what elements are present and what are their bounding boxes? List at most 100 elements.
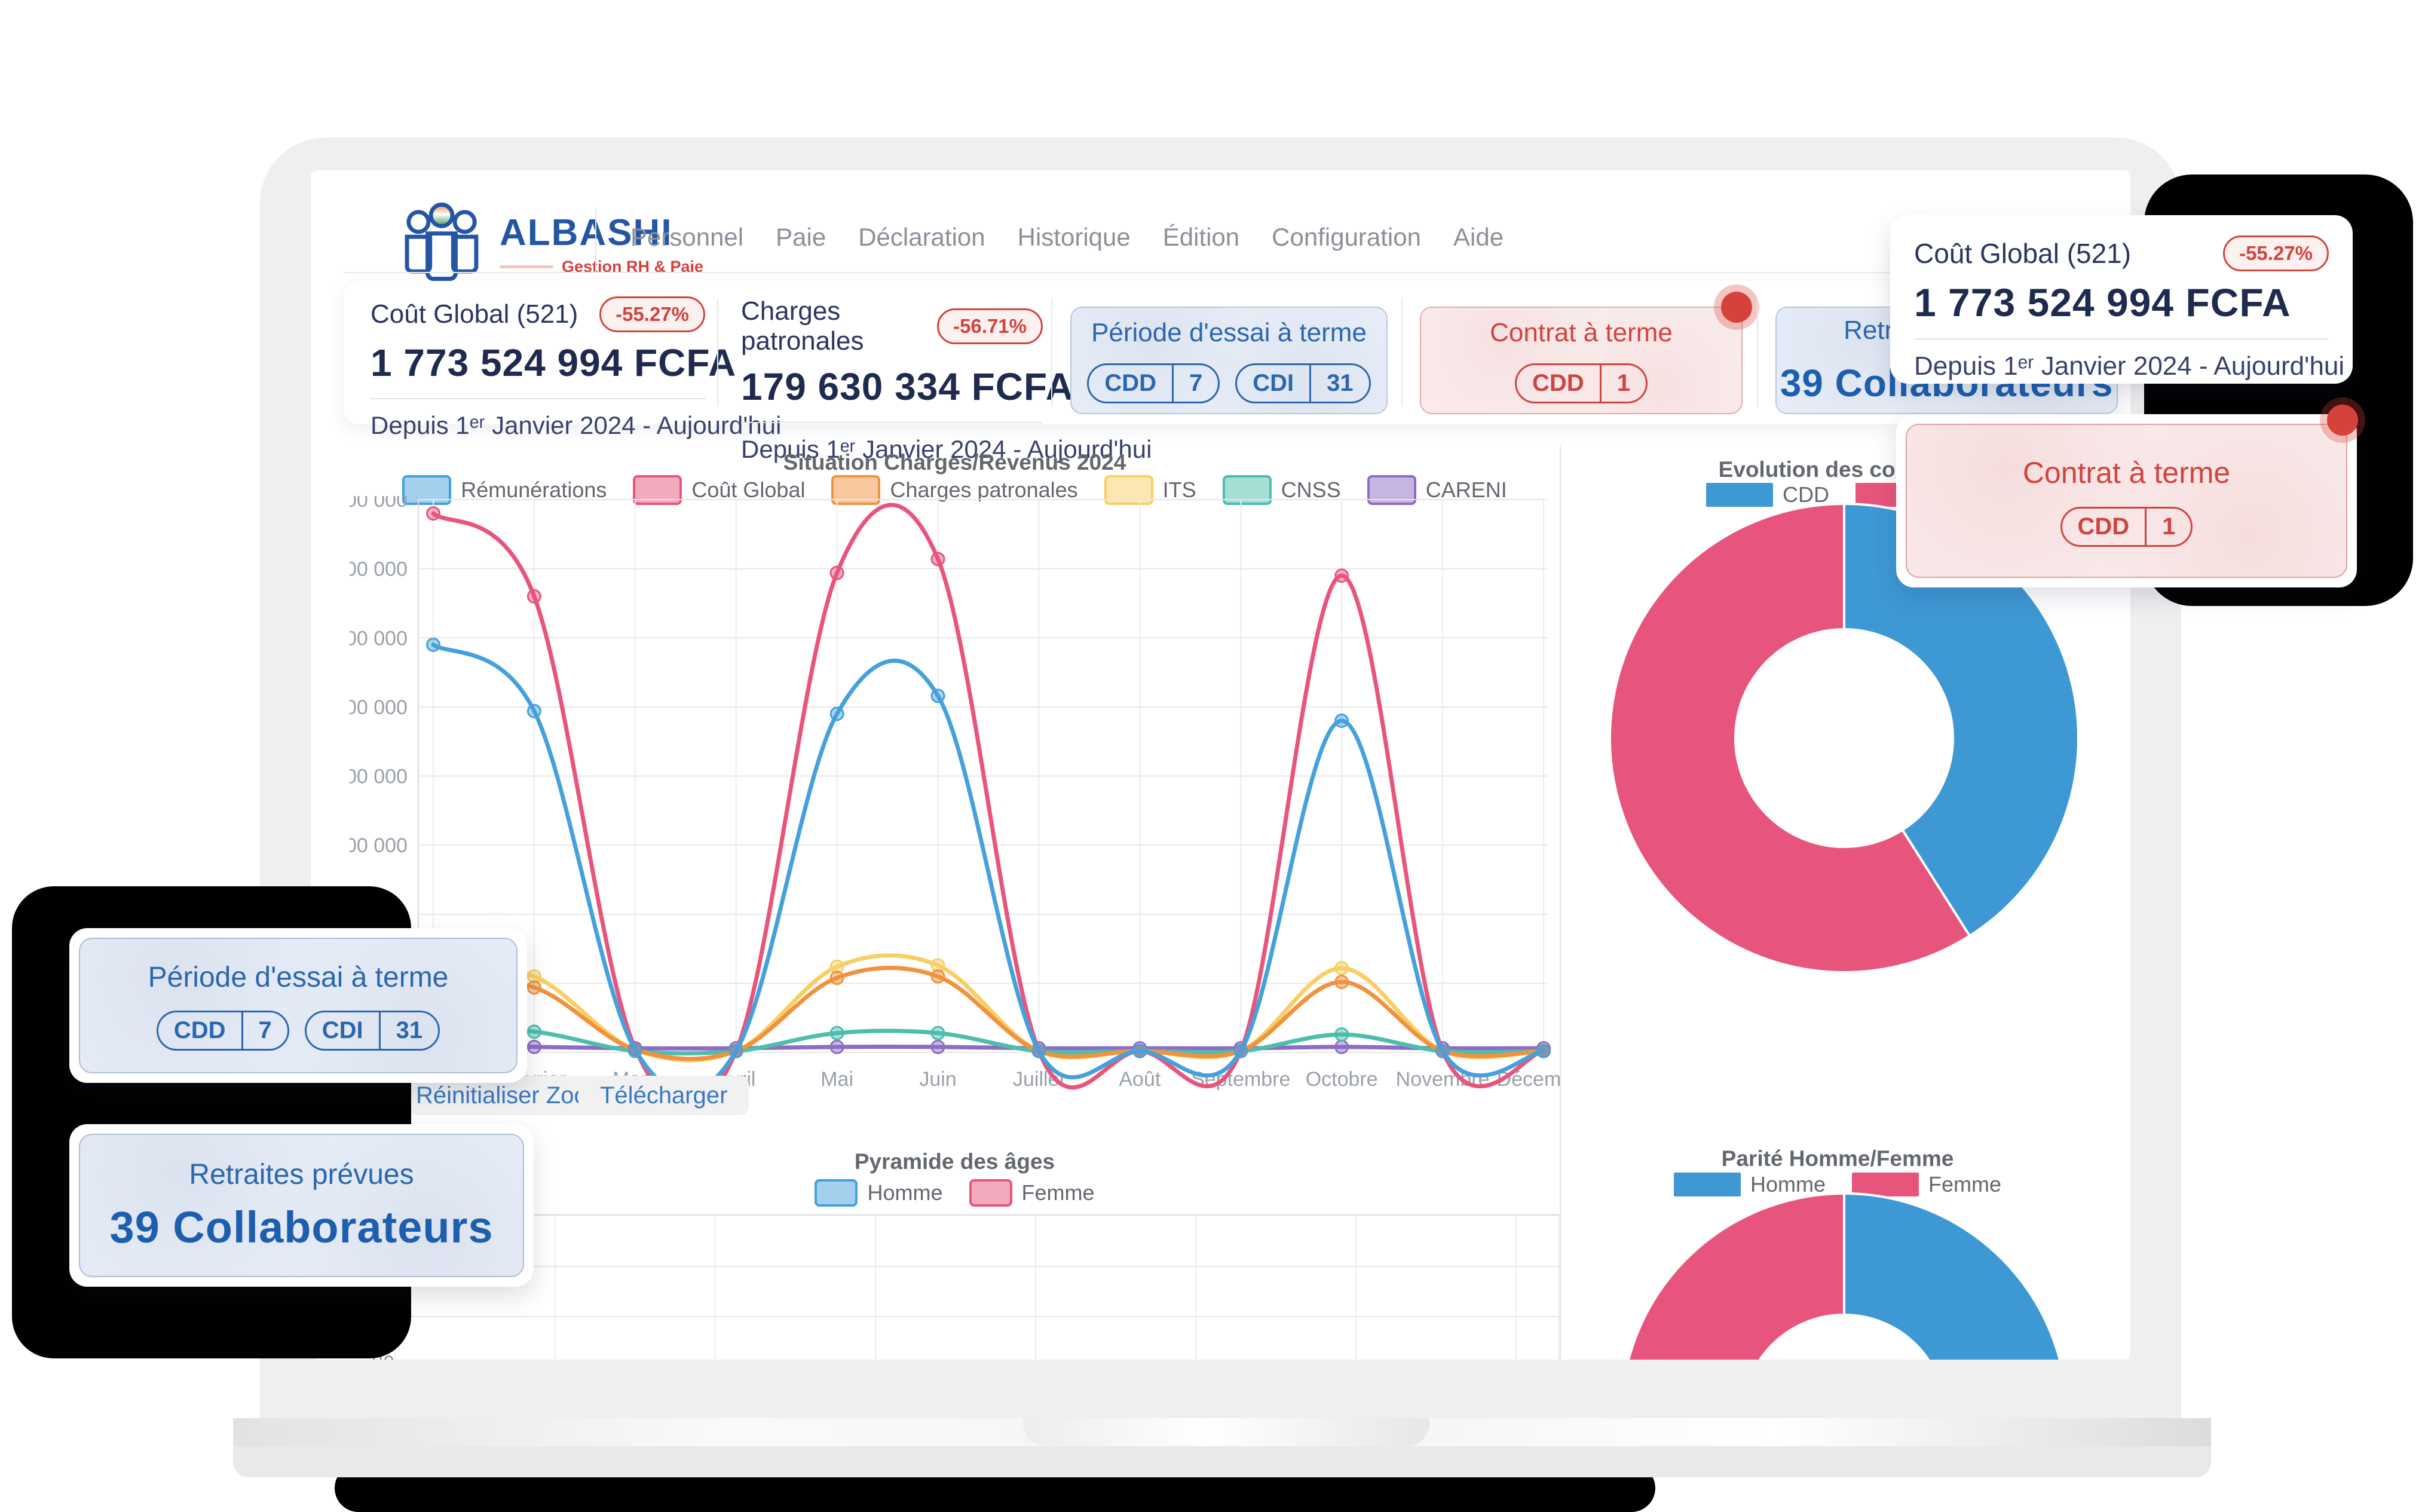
- parite-legend: Homme Femme: [1560, 1172, 2115, 1197]
- stat-charges-patronales: Charges patronales -56.71% 179 630 334 F…: [741, 296, 1152, 463]
- nav-item-edition[interactable]: Édition: [1162, 223, 1240, 251]
- svg-text:200 000 000: 200 000 000: [350, 766, 408, 788]
- pill-cdd: CDD 7: [156, 1010, 289, 1051]
- legend-swatch: [815, 1179, 858, 1207]
- svg-text:Décembre: Décembre: [1497, 1068, 1560, 1091]
- legend-label: Rémunérations: [461, 478, 607, 502]
- card-contrat-terme[interactable]: Contrat à terme CDD 1: [1420, 292, 1752, 414]
- grid-line-v: [1355, 1214, 1357, 1360]
- legend-label: ITS: [1162, 478, 1196, 502]
- grid-line-v: [1515, 1214, 1517, 1360]
- stats-divider: [1757, 299, 1758, 406]
- nav-item-declaration[interactable]: Déclaration: [858, 223, 985, 251]
- legend-swatch: [1852, 1173, 1919, 1196]
- pill-row: CDD 7 CDI 31: [1087, 363, 1371, 403]
- card-separator: [1914, 338, 2329, 339]
- floating-card-periode-essai: Période d'essai à terme CDD 7 CDI 31: [69, 928, 527, 1083]
- pill-row: CDD 1: [2060, 506, 2193, 547]
- header-divider: [595, 207, 596, 273]
- pill-value: 31: [378, 1012, 438, 1049]
- pill-value: 7: [241, 1012, 287, 1049]
- tagline-line: [500, 265, 553, 268]
- svg-text:Juin: Juin: [919, 1068, 956, 1091]
- pill-value: 7: [1172, 365, 1218, 402]
- pill-label: CDI: [1253, 369, 1294, 396]
- legend-item-femme[interactable]: Femme: [969, 1179, 1095, 1207]
- grid-line-v: [1035, 1214, 1036, 1360]
- pill-label: CDI: [322, 1017, 363, 1043]
- legend-label: Charges patronales: [890, 478, 1078, 502]
- donut-parite-chart[interactable]: [1620, 1192, 2068, 1360]
- card-periode-essai[interactable]: Période d'essai à terme CDD 7 CDI 31: [1070, 307, 1388, 414]
- parite-title: Parité Homme/Femme: [1721, 1146, 1954, 1171]
- pie-slice-cdi[interactable]: [1609, 502, 1971, 974]
- pill-cdi: CDI 31: [1235, 363, 1371, 403]
- legend-label: Homme: [1750, 1172, 1826, 1196]
- notification-dot: [1721, 292, 1752, 323]
- pyramide-title: Pyramide des âges: [854, 1149, 1055, 1174]
- svg-text:400 000 000: 400 000 000: [350, 496, 408, 512]
- grid-line-v: [1559, 1214, 1560, 1360]
- nav-item-aide[interactable]: Aide: [1453, 223, 1504, 251]
- legend-item-homme[interactable]: Homme: [815, 1179, 943, 1207]
- pill-value: 31: [1309, 365, 1368, 402]
- svg-text:150 000 000: 150 000 000: [350, 834, 408, 857]
- floating-card-cout-global: Coût Global (521) -55.27% 1 773 524 994 …: [1890, 215, 2353, 384]
- grid-line-h: [394, 1266, 1560, 1267]
- svg-text:300 000 000: 300 000 000: [350, 627, 408, 650]
- legend-swatch: [969, 1179, 1012, 1207]
- card-value: 39 Collaborateurs: [109, 1202, 494, 1252]
- app-logo: ALBASHI Gestion RH & Paie: [400, 200, 703, 290]
- card-title: Période d'essai à terme: [148, 961, 449, 993]
- card-title: Coût Global (521): [1914, 238, 2132, 269]
- pill-cdd: CDD 7: [1087, 363, 1220, 403]
- legend-label: Homme: [867, 1180, 943, 1205]
- trend-badge: -55.27%: [2223, 235, 2329, 271]
- legend-item-femme[interactable]: Femme: [1852, 1172, 2001, 1197]
- pill-cdi: CDI 31: [304, 1010, 440, 1051]
- legend-item-cdd[interactable]: CDD: [1706, 482, 1829, 507]
- pyramide-legend: Homme Femme: [350, 1179, 1560, 1207]
- legend-item-homme[interactable]: Homme: [1673, 1172, 1826, 1197]
- pill-label: CDD: [1104, 369, 1157, 396]
- grid-line-v: [715, 1214, 716, 1360]
- stat-title: Charges patronales: [741, 296, 864, 356]
- app-window: ALBASHI Gestion RH & Paie Personnel Paie D…: [311, 170, 2130, 1360]
- pie-slice-homme[interactable]: [1843, 1192, 2067, 1360]
- laptop-base-notch: [1023, 1418, 1429, 1446]
- nav-item-historique[interactable]: Historique: [1017, 223, 1131, 251]
- pill-row: CDD 1: [1515, 363, 1648, 403]
- grid-line-v: [555, 1214, 556, 1360]
- stat-separator: [371, 398, 705, 399]
- stat-period: Depuis 1ᵉʳ Janvier 2024 - Aujourd'hui: [371, 411, 782, 439]
- stats-divider: [1051, 299, 1052, 406]
- download-button[interactable]: Télécharger: [578, 1076, 749, 1115]
- line-chart[interactable]: JanvierFévrierMarsAvrilMaiJuinJuilletAoû…: [350, 496, 1560, 1118]
- card-title: Retraites prévues: [189, 1159, 414, 1190]
- stats-divider: [1401, 299, 1403, 406]
- grid-line-h: [394, 1214, 1560, 1216]
- app-name: ALBASHI: [500, 212, 673, 253]
- svg-text:250 000 000: 250 000 000: [350, 696, 408, 719]
- stats-card: Coût Global (521) -55.27% 1 773 524 994 …: [344, 281, 2118, 463]
- legend-swatch: [1706, 483, 1773, 507]
- pill-row: CDD 7 CDI 31: [156, 1010, 440, 1051]
- grid-line-v: [1195, 1214, 1196, 1360]
- floating-card-contrat-terme: Contrat à terme CDD 1: [1896, 405, 2358, 587]
- stat-title: Coût Global (521): [371, 299, 578, 329]
- pill-cdd: CDD 1: [2060, 506, 2193, 547]
- nav-item-personnel[interactable]: Personnel: [630, 223, 744, 251]
- stat-value: 1 773 524 994 FCFA: [371, 341, 737, 384]
- pie-slice-femme[interactable]: [1621, 1192, 1845, 1360]
- panel-divider: [1560, 445, 1561, 1360]
- nav-item-paie[interactable]: Paie: [776, 223, 826, 251]
- legend-swatch: [1673, 1173, 1741, 1196]
- nav-item-configuration[interactable]: Configuration: [1272, 223, 1421, 251]
- svg-text:Octobre: Octobre: [1306, 1068, 1378, 1091]
- pill-value: 1: [1599, 365, 1646, 402]
- laptop-base-front: [233, 1446, 2211, 1477]
- trend-badge: -55.27%: [599, 296, 705, 332]
- legend-label: Femme: [1021, 1180, 1095, 1205]
- line-chart-title: Situation Charges/Revenus 2024: [783, 450, 1126, 475]
- pill-cdd: CDD 1: [1515, 363, 1648, 403]
